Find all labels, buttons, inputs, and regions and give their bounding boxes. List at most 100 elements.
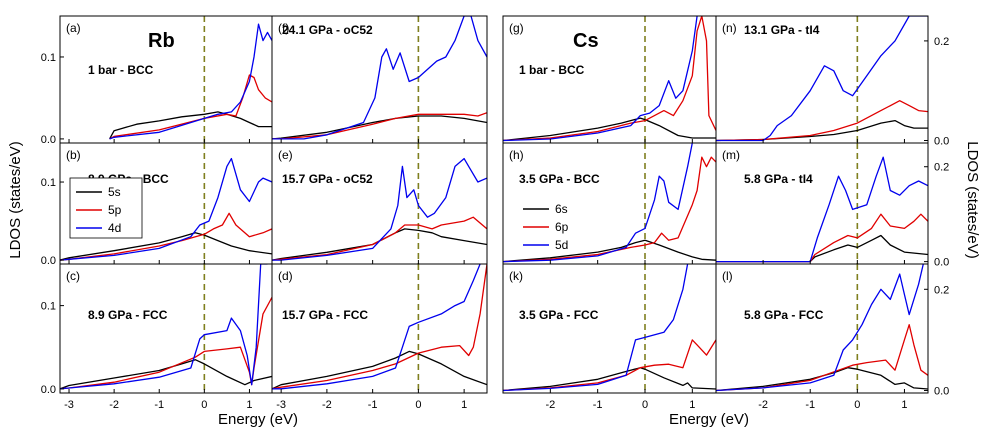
cs-panel-l-curve-6s: [716, 367, 928, 392]
cs-panel-m-label: (m): [722, 148, 740, 162]
rb-panel-a-curve-5p: [109, 74, 272, 140]
rb-panel-b-curve-5s: [60, 232, 272, 261]
cs-panel-m-ytick-label-1: 0.2: [934, 162, 949, 174]
cs-panel-m-curve-6s: [716, 234, 928, 263]
cs-panel-h: (h) 3.5 GPa - BCC 6s 6p 5d: [502, 142, 717, 265]
cs-col1-xtick-label-0: -2: [758, 399, 768, 411]
cs-panel-g-condition: 1 bar - BCC: [519, 63, 585, 77]
cs-panel-n-curve-6s: [716, 119, 928, 142]
rb-panel-f-curve-4d: [272, 16, 487, 140]
cs-panel-m-curve-6p: [716, 213, 928, 263]
cs-panel-m-curve-5d: [716, 156, 928, 263]
rb-panel-a-label: (a): [66, 21, 81, 35]
rb-panel-c-curve-4d: [60, 264, 268, 390]
cs-col1-xtick-label-1: -1: [805, 399, 815, 411]
cs-col0-xtick-label-1: -1: [593, 399, 603, 411]
cs-legend-label-5d: 5d: [555, 238, 568, 252]
rb-panel-b-ytick-label-1: 0.1: [41, 177, 56, 189]
cs-panel-g: (g) 1 bar - BCC Cs: [502, 15, 717, 144]
rb-panel-c-condition: 8.9 GPa - FCC: [88, 308, 168, 322]
cs-legend-label-6s: 6s: [555, 202, 568, 216]
rb-panel-c-curve-5s: [60, 359, 272, 390]
cs-panel-g-label: (g): [509, 21, 524, 35]
rb-col1-xtick-label-1: -2: [322, 399, 332, 411]
rb-panel-b-curve-4d: [60, 157, 272, 261]
rb-panel-d: (d) 15.7 GPa - FCC: [271, 263, 488, 394]
rb-panel-b-label: (b): [66, 148, 81, 162]
cs-panel-k-curve-6p: [503, 339, 716, 392]
cs-panel-m-curves: [716, 156, 928, 263]
rb-panel-e-curve-4d: [272, 157, 487, 261]
rb-panel-c-ytick-label-1: 0.1: [41, 301, 56, 313]
rb-col1-xtick-label-0: -3: [276, 399, 286, 411]
rb-panel-e-curve-5s: [272, 228, 487, 261]
rb-col1-xtick-label-3: 0: [415, 399, 421, 411]
cs-panel-l-curves: [716, 264, 928, 392]
rb-panel-f-curves: [272, 16, 487, 140]
rb-panel-d-curve-5s: [272, 350, 487, 390]
y-axis-label-right: LDOS (states/eV): [964, 141, 981, 259]
rb-panel-f-curve-5p: [272, 112, 487, 140]
rb-panel-d-label: (d): [278, 269, 293, 283]
rb-panel-e-curve-5p: [272, 216, 487, 261]
rb-panel-f-condition: 24.1 GPa - oC52: [282, 23, 373, 37]
rb-legend-label-4d: 4d: [108, 221, 121, 235]
cs-col0-xtick-label-3: 1: [689, 399, 695, 411]
cs-panel-l-frame: [715, 263, 929, 394]
rb-panel-a-ytick-label-0: 0.0: [41, 134, 56, 146]
cs-panel-n-curve-6p: [716, 100, 928, 142]
rb-legend-label-5s: 5s: [108, 185, 121, 199]
x-axis-label-rb: Energy (eV): [218, 411, 298, 428]
cs-col0-xtick-label-0: -2: [545, 399, 555, 411]
cs-panel-k-condition: 3.5 GPa - FCC: [519, 308, 599, 322]
rb-panel-c-label: (c): [66, 269, 80, 283]
rb-panel-a-curves: [109, 23, 272, 140]
rb-panel-c-curves: [60, 264, 272, 390]
rb-panel-d-condition: 15.7 GPa - FCC: [282, 308, 368, 322]
cs-panel-l-curve-5d: [716, 264, 924, 392]
y-axis-label-left: LDOS (states/eV): [7, 141, 24, 259]
rb-col0-xtick-label-2: -1: [154, 399, 164, 411]
rb-panel-e-curves: [272, 157, 487, 261]
rb-col0-xtick-label-1: -2: [109, 399, 119, 411]
rb-element-title: Rb: [148, 30, 175, 52]
cs-panel-m: (m) 5.8 GPa - tI4 0.0 0.2: [715, 142, 949, 269]
cs-panel-l: (l) 5.8 GPa - FCC 0.0 0.2: [715, 263, 949, 397]
rb-panel-d-curve-4d: [272, 264, 481, 390]
rb-panel-b-curve-5p: [60, 212, 272, 261]
cs-panel-h-label: (h): [509, 148, 524, 162]
rb-panel-d-curves: [272, 264, 487, 390]
rb-legend-box: [69, 177, 143, 239]
rb-panel-e-condition: 15.7 GPa - oC52: [282, 172, 373, 186]
cs-panel-h-frame: [502, 142, 717, 265]
cs-panel-h-condition: 3.5 GPa - BCC: [519, 172, 600, 186]
cs-panel-l-curve-6p: [716, 324, 928, 392]
cs-panel-m-frame: [715, 142, 929, 265]
x-axis-label-cs: Energy (eV): [669, 411, 749, 428]
cs-panel-g-curve-6p: [503, 16, 716, 142]
rb-legend-label-5p: 5p: [108, 203, 122, 217]
rb-panel-a-curve-5s: [109, 111, 272, 140]
cs-panel-h-curve-6s: [503, 239, 716, 263]
cs-panel-h-curves: [503, 143, 716, 263]
rb-panel-c-ytick-label-0: 0.0: [41, 384, 56, 396]
cs-panel-n: (n) 13.1 GPa - tI4 0.0 0.2: [715, 15, 949, 148]
cs-panel-g-curve-5d: [503, 16, 698, 142]
rb-panel-f-label: (f): [278, 21, 289, 35]
cs-panel-n-ytick-label-0: 0.0: [934, 136, 949, 148]
cs-panel-n-ytick-label-1: 0.2: [934, 36, 949, 48]
cs-panel-h-curve-5d: [503, 143, 693, 263]
rb-panel-b-ytick-label-0: 0.0: [41, 255, 56, 267]
cs-col1-xtick-label-3: 1: [901, 399, 907, 411]
rb-col0-xtick-label-0: -3: [64, 399, 74, 411]
rb-panel-a-ytick-label-1: 0.1: [41, 52, 56, 64]
rb-panel-a-condition: 1 bar - BCC: [88, 63, 154, 77]
cs-panel-n-label: (n): [722, 21, 737, 35]
rb-panel-a: (a) 1 bar - BCC 0.0 0.1 Rb: [41, 15, 273, 146]
rb-col1-xtick-label-4: 1: [461, 399, 467, 411]
cs-panel-k-curve-6s: [503, 367, 716, 392]
cs-legend-label-6p: 6p: [555, 220, 569, 234]
rb-col0-xtick-label-3: 0: [201, 399, 207, 411]
